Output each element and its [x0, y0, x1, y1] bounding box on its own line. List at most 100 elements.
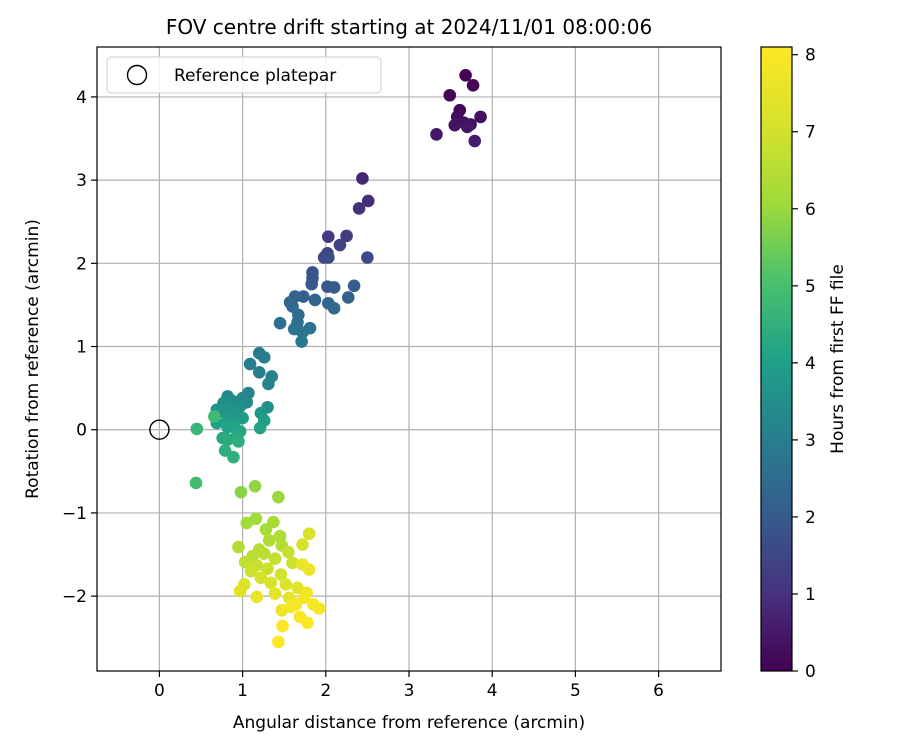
- data-point: [466, 78, 480, 92]
- y-tick-label: −1: [62, 504, 87, 524]
- x-axis-label: Angular distance from reference (arcmin): [233, 713, 585, 733]
- data-point: [295, 335, 308, 348]
- data-point: [305, 277, 318, 291]
- data-point: [327, 301, 341, 315]
- data-point: [302, 563, 316, 576]
- y-tick-label: 0: [76, 421, 87, 441]
- data-points: [189, 68, 487, 649]
- legend-box: [106, 56, 382, 94]
- colorbar-tick-label: 3: [805, 431, 816, 451]
- data-point: [284, 600, 298, 614]
- data-point: [459, 68, 472, 82]
- data-point: [268, 552, 282, 565]
- x-tick-label: 0: [154, 681, 165, 701]
- data-point: [468, 134, 482, 148]
- data-point: [272, 490, 285, 504]
- data-point: [301, 616, 314, 630]
- colorbar-tick-label: 7: [805, 123, 816, 143]
- y-tick-label: 1: [76, 338, 87, 358]
- data-point: [233, 584, 247, 598]
- y-tick-label: −2: [62, 587, 87, 607]
- data-point: [308, 293, 322, 307]
- data-point: [297, 591, 311, 605]
- data-point: [352, 202, 366, 215]
- x-tick-label: 3: [404, 681, 415, 701]
- data-point: [302, 527, 316, 541]
- data-point: [340, 229, 353, 243]
- data-point: [238, 555, 252, 569]
- data-point: [240, 516, 254, 530]
- data-point: [257, 547, 271, 560]
- data-point: [356, 172, 369, 185]
- reference-marker: [149, 419, 170, 440]
- data-point: [321, 251, 335, 264]
- data-point: [448, 118, 462, 132]
- data-point: [254, 571, 268, 585]
- data-point: [227, 450, 240, 464]
- colorbar-tick-label: 0: [805, 662, 816, 682]
- data-point: [296, 538, 309, 551]
- data-point: [361, 194, 375, 208]
- data-point: [248, 479, 262, 493]
- data-point: [286, 556, 299, 570]
- data-point: [264, 576, 278, 590]
- y-tick-label: 2: [76, 254, 87, 274]
- data-point: [268, 587, 282, 600]
- data-point: [430, 128, 443, 141]
- data-point: [221, 420, 234, 434]
- data-point: [267, 515, 280, 529]
- data-point: [234, 485, 248, 499]
- colorbar-tick-label: 2: [805, 508, 816, 528]
- data-point: [279, 578, 293, 591]
- legend: Reference platepar: [106, 56, 382, 94]
- data-point: [232, 435, 245, 448]
- colorbar-ticks: 0 1 2 3 4 5 6 7 8: [792, 46, 816, 682]
- data-point: [232, 540, 245, 554]
- colorbar: [760, 46, 793, 672]
- data-point: [236, 411, 249, 425]
- x-tick-label: 2: [320, 681, 331, 701]
- data-point: [341, 291, 355, 304]
- chart-title: FOV centre drift starting at 2024/11/01 …: [166, 15, 652, 39]
- data-point: [221, 433, 234, 447]
- legend-marker: [126, 64, 148, 86]
- x-tick-label: 5: [570, 681, 581, 701]
- y-axis-label: Rotation from reference (arcmin): [23, 219, 43, 499]
- data-point: [262, 534, 276, 547]
- data-point: [347, 279, 361, 293]
- data-point: [250, 590, 264, 604]
- x-tick-label: 6: [653, 681, 664, 701]
- x-tick-label: 4: [487, 681, 498, 701]
- data-point: [273, 316, 287, 330]
- data-point: [312, 602, 326, 615]
- data-point: [274, 568, 288, 581]
- data-point: [257, 351, 271, 364]
- colorbar-tick-label: 8: [805, 46, 816, 66]
- data-point: [189, 476, 203, 490]
- data-point: [460, 120, 474, 134]
- x-axis-ticks: 0 1 2 3 4 5 6: [154, 671, 664, 701]
- data-point: [261, 562, 274, 575]
- data-point: [262, 377, 275, 391]
- grid-lines: [97, 47, 721, 671]
- y-tick-label: 4: [76, 88, 87, 108]
- data-point: [244, 564, 258, 578]
- data-point: [272, 635, 285, 649]
- data-point: [443, 88, 457, 102]
- data-point: [253, 421, 267, 435]
- data-point: [474, 110, 487, 124]
- data-point: [243, 357, 257, 371]
- legend-entry-label: Reference platepar: [174, 66, 336, 86]
- data-point: [321, 230, 335, 243]
- colorbar-tick-label: 4: [805, 354, 816, 374]
- y-axis-ticks: −2 −1 0 1 2 3 4: [62, 88, 97, 607]
- data-point: [190, 422, 204, 436]
- data-point: [361, 251, 374, 264]
- data-point: [282, 545, 295, 559]
- x-tick-label: 1: [237, 681, 248, 701]
- data-point: [327, 281, 341, 294]
- data-point: [296, 326, 309, 339]
- colorbar-tick-label: 5: [805, 277, 816, 297]
- colorbar-tick-label: 1: [805, 585, 816, 605]
